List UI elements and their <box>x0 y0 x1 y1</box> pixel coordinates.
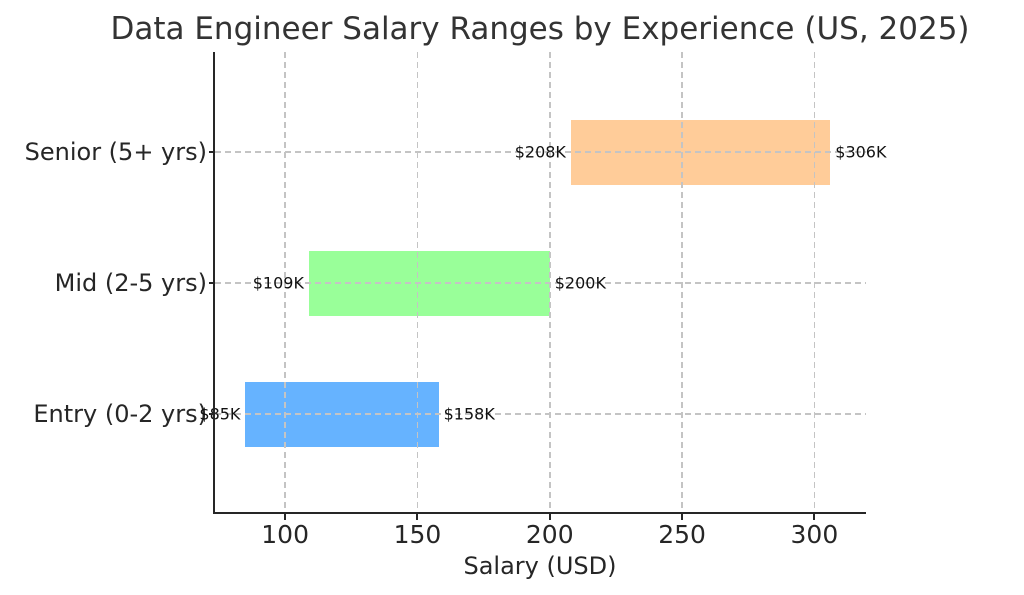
bar-max-label-entry-0-2-yrs: $158K <box>443 404 495 424</box>
x-tick-mark-300 <box>813 514 816 520</box>
chart-title: Data Engineer Salary Ranges by Experienc… <box>110 11 970 47</box>
x-tick-label-200: 200 <box>525 520 574 549</box>
gridline-y-mid-2-5-yrs <box>215 282 866 284</box>
bar-min-label-senior-5-yrs: $208K <box>514 142 566 162</box>
x-tick-mark-250 <box>681 514 684 520</box>
gridline-x-150 <box>416 52 419 512</box>
x-tick-mark-150 <box>416 514 419 520</box>
bar-max-label-senior-5-yrs: $306K <box>835 142 887 162</box>
bar-min-label-entry-0-2-yrs: $85K <box>199 404 241 424</box>
x-tick-label-100: 100 <box>261 520 309 549</box>
y-tick-mark-entry-0-2-yrs <box>209 413 215 415</box>
x-tick-label-250: 250 <box>658 520 706 549</box>
x-tick-mark-100 <box>284 514 287 520</box>
x-tick-label-300: 300 <box>790 520 839 549</box>
x-tick-label-150: 150 <box>393 520 442 549</box>
y-tick-label-entry-0-2-yrs: Entry (0-2 yrs) <box>33 400 207 428</box>
y-tick-mark-mid-2-5-yrs <box>209 282 215 284</box>
x-axis-label: Salary (USD) <box>463 552 617 580</box>
bar-min-label-mid-2-5-yrs: $109K <box>252 273 304 293</box>
bar-max-label-mid-2-5-yrs: $200K <box>554 273 606 293</box>
gridline-x-200 <box>549 52 551 512</box>
gridline-x-250 <box>681 52 683 512</box>
y-tick-mark-senior-5-yrs <box>209 151 215 153</box>
y-tick-label-senior-5-yrs: Senior (5+ yrs) <box>24 138 207 166</box>
gridline-y-entry-0-2-yrs <box>215 413 866 415</box>
gridline-x-100 <box>284 52 286 512</box>
gridline-x-300 <box>813 52 816 512</box>
x-tick-mark-200 <box>548 514 551 520</box>
y-tick-label-mid-2-5-yrs: Mid (2-5 yrs) <box>54 269 207 297</box>
y-axis-spine <box>213 52 215 514</box>
x-axis-spine <box>213 512 866 514</box>
gridline-y-senior-5-yrs <box>215 151 866 153</box>
